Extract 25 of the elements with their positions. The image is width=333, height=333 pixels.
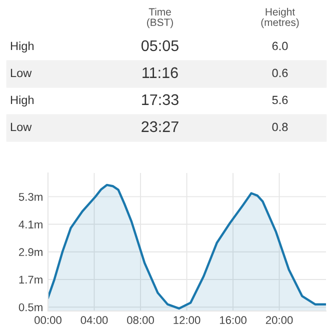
text: High — [10, 96, 34, 106]
text: Low — [10, 68, 32, 78]
text: 0.6 — [272, 68, 288, 78]
text: Time (BST) — [147, 8, 173, 28]
text: 6.0 — [272, 42, 288, 50]
text: 11:16 — [142, 67, 178, 78]
y-tick-label: 2.9m — [19, 248, 42, 256]
text: High — [10, 42, 34, 53]
x-tick-label: 00:00 — [34, 316, 62, 324]
text: Height (metres) — [261, 8, 299, 28]
y-tick-label: 5.3m — [18, 192, 42, 201]
text: 0.8 — [272, 122, 288, 132]
x-tick-label: 20:00 — [266, 316, 293, 324]
text: 5.6 — [272, 96, 288, 104]
x-tick-label: 04:00 — [80, 316, 108, 324]
y-tick-label: 1.7m — [19, 276, 42, 284]
x-tick-label: 16:00 — [220, 316, 246, 324]
text: 17:33 — [142, 94, 178, 106]
x-tick-label: 12:00 — [174, 316, 200, 324]
x-tick-label: 08:00 — [127, 316, 154, 324]
y-tick-label: 0.5m — [18, 303, 42, 312]
y-tick-label: 4.1m — [18, 220, 42, 228]
text: 23:27 — [142, 121, 178, 132]
text: Low — [10, 122, 32, 132]
text: 05:05 — [141, 40, 178, 52]
